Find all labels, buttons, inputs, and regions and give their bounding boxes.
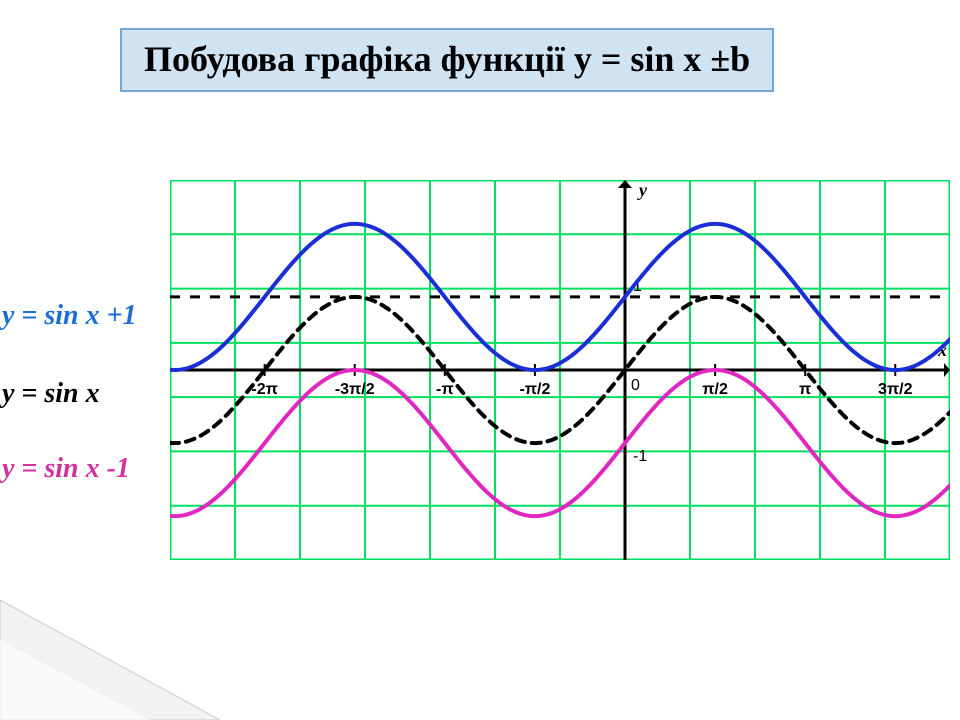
svg-text:π/2: π/2	[702, 381, 728, 398]
svg-text:-1: -1	[633, 448, 647, 465]
plot-svg: xy0-2π-3π/2-π-π/2π/2π3π/21-1	[170, 180, 950, 560]
svg-text:-π/2: -π/2	[519, 381, 550, 398]
title-text: Побудова графіка функції y = sin x ±b	[144, 39, 750, 79]
svg-text:-2π: -2π	[251, 381, 277, 398]
function-label: y = sin x +1	[2, 302, 137, 330]
plot-area: xy0-2π-3π/2-π-π/2π/2π3π/21-1	[170, 180, 950, 560]
function-label: y = sin x	[2, 380, 100, 408]
svg-text:3π/2: 3π/2	[878, 381, 913, 398]
svg-text:0: 0	[631, 377, 640, 394]
decorative-corner	[0, 600, 220, 720]
stage: Побудова графіка функції y = sin x ±b y …	[0, 0, 960, 720]
svg-text:y: y	[637, 180, 648, 200]
svg-text:π: π	[799, 381, 811, 398]
function-label: y = sin x -1	[2, 455, 130, 483]
svg-text:-π: -π	[436, 381, 454, 398]
title-banner: Побудова графіка функції y = sin x ±b	[120, 28, 774, 92]
svg-text:-3π/2: -3π/2	[335, 381, 375, 398]
